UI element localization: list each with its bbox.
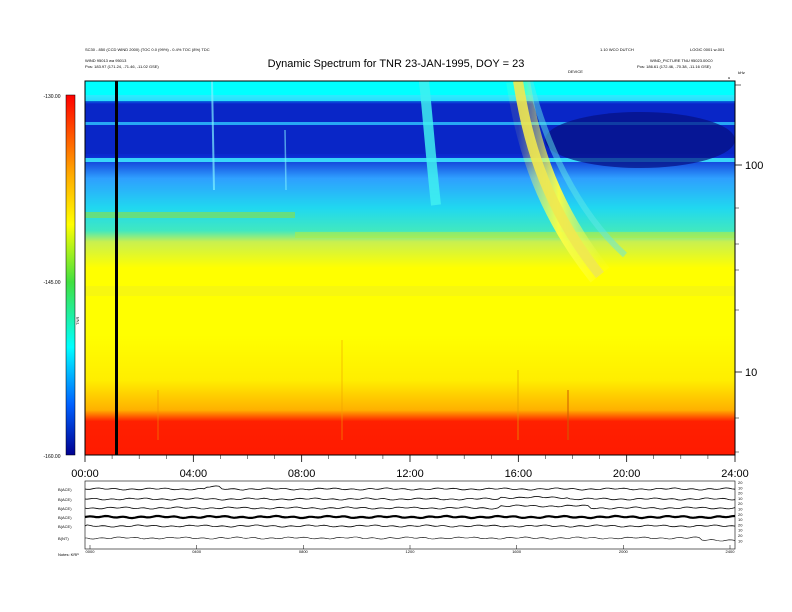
x-tick-label: 24:00 xyxy=(721,468,749,480)
lower-trace xyxy=(84,485,736,491)
lower-panel-label: B(ACE) xyxy=(58,497,72,502)
x-tick-label: 12:00 xyxy=(396,468,424,480)
lower-right-tick: 10 xyxy=(738,538,743,543)
header-right-line4: Pos: 186.61 (172.46, -70.38, -11.16 GSE) xyxy=(637,64,711,69)
header-right-line2: LOGIC 0001 w-001 xyxy=(690,47,725,52)
header-right-line3: WIND_PICTURE TNU 95023.00C0 xyxy=(650,58,713,63)
lower-right-tick: 20 xyxy=(738,480,743,485)
lower-right-tick: 20 xyxy=(738,491,743,496)
x-tick-label: 08:00 xyxy=(288,468,316,480)
lower-panel-label: B(ACE) xyxy=(58,524,72,529)
lower-trace xyxy=(84,524,736,528)
lower-panel-label: B(NT) xyxy=(58,536,69,541)
colorbar-tick-top: -130.00 xyxy=(44,94,61,100)
header-left-line2: WIND 95013 wa 95013 xyxy=(85,58,127,63)
lower-panel-label: B(ACE) xyxy=(58,487,72,492)
lower-panel-label: B(ACE) xyxy=(58,515,72,520)
khz-label: kHz xyxy=(738,70,745,75)
x-tick-label: 04:00 xyxy=(180,468,208,480)
spectrogram-area xyxy=(85,81,735,455)
lower-x-label: 0000 xyxy=(86,549,96,554)
lower-right-tick: 10 xyxy=(738,528,743,533)
header-right-line1: 1.10 WCO DUTCH xyxy=(600,47,634,52)
lower-right-tick: 10 xyxy=(738,485,743,490)
x-tick-label: 20:00 xyxy=(613,468,641,480)
lower-right-tick: 20 xyxy=(738,522,743,527)
lower-panel-label: B(ACE) xyxy=(58,506,72,511)
colorbar-label: TNR xyxy=(75,317,80,325)
lower-x-label: 0800 xyxy=(299,549,309,554)
lower-x-label: 1600 xyxy=(512,549,522,554)
footer-notes: Notes: KRP xyxy=(58,552,79,557)
lower-x-label: 0400 xyxy=(192,549,202,554)
lower-panel-frame xyxy=(84,480,736,550)
lower-right-tick: 20 xyxy=(738,512,743,517)
x-tick-label: 16:00 xyxy=(505,468,533,480)
colorbar-tick-mid: -145.00 xyxy=(44,280,61,286)
colorbar xyxy=(66,95,75,455)
lower-right-tick: 20 xyxy=(738,501,743,506)
lower-x-label: 2400 xyxy=(726,549,736,554)
lower-right-tick: 10 xyxy=(738,507,743,512)
lower-right-tick: 20 xyxy=(738,533,743,538)
lower-line-panels: B(ACE)B(ACE)B(ACE)B(ACE)B(ACE)B(NT) 2010… xyxy=(58,480,743,554)
chart-title: Dynamic Spectrum for TNR 23-JAN-1995, DO… xyxy=(267,58,525,70)
lower-right-tick: 10 xyxy=(738,496,743,501)
y-tick-100: 100 xyxy=(745,160,763,172)
x-axis-main: 00:00 04:00 08:00 12:00 16:00 20:00 24:00 xyxy=(71,455,749,480)
lower-x-label: 2000 xyxy=(619,549,629,554)
y-tick-10: 10 xyxy=(745,367,757,379)
header-left-line3: Pos: 183.97 (171.24, -71.46, -11.02 GSE) xyxy=(85,64,159,69)
header-left-line1: SC30 - 850 (CCD WIND 2000) (TOC 0.0 (99%… xyxy=(85,47,210,52)
lower-x-label: 1200 xyxy=(406,549,416,554)
right-y-axis xyxy=(735,84,742,453)
x-tick-label: 00:00 xyxy=(71,468,99,480)
corner-label: u xyxy=(728,75,731,80)
lower-right-tick: 10 xyxy=(738,517,743,522)
header-mid-label: DEVICE xyxy=(568,69,583,74)
lower-trace xyxy=(84,495,736,501)
lower-trace xyxy=(84,514,736,520)
data-gap-bar xyxy=(115,81,118,455)
lower-trace xyxy=(85,536,736,542)
colorbar-tick-bottom: -160.00 xyxy=(44,454,61,460)
lower-trace xyxy=(84,504,736,510)
